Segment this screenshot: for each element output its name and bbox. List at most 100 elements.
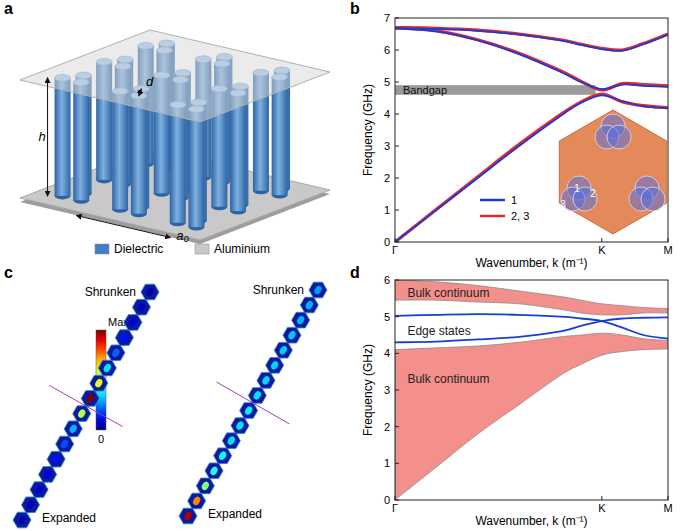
y-tick	[395, 82, 399, 83]
field-intensity	[244, 405, 254, 416]
legend-label: Aluminium	[214, 242, 270, 256]
y-tick-label: 4	[384, 347, 390, 359]
y-tick	[395, 18, 399, 19]
legend-swatch	[95, 244, 109, 254]
cylinder-body	[73, 82, 89, 200]
y-tick-label: 2	[384, 421, 390, 433]
area	[395, 280, 668, 315]
field-intensity	[34, 484, 44, 495]
field-intensity	[128, 317, 138, 328]
legend-label: 2, 3	[511, 210, 529, 222]
chart: 0123456ΓKMWavenumber, k (m⁻¹)Frequency (…	[361, 274, 673, 528]
lattice-arrow	[77, 216, 171, 238]
x-tick-label: Γ	[392, 502, 398, 514]
field-intensity	[296, 315, 306, 326]
band-line	[395, 28, 668, 89]
y-tick-label: 6	[384, 274, 390, 286]
plot-area	[395, 28, 668, 242]
strip-bottom-label: Expanded	[208, 507, 262, 521]
y-tick	[395, 353, 399, 354]
field-cell	[139, 280, 161, 303]
x-tick	[395, 496, 396, 500]
field-intensity	[145, 287, 155, 298]
y-tick-label: 5	[384, 76, 390, 88]
legend-swatch	[480, 215, 505, 218]
field-intensity	[77, 408, 87, 419]
x-tick	[668, 496, 669, 500]
cylinder-body	[188, 109, 204, 227]
field-intensity	[200, 480, 210, 491]
field-intensity	[60, 439, 70, 450]
cylinder-body	[170, 105, 186, 223]
chart: 01234567ΓKMWavenumber, k (m⁻¹)Frequency …	[361, 12, 673, 270]
y-tick	[395, 280, 399, 281]
annotation: Edge states	[407, 324, 470, 338]
cell-hexagon	[139, 280, 161, 303]
field-intensity	[85, 393, 95, 404]
y-tick-label: 3	[384, 140, 390, 152]
y-tick	[395, 50, 399, 51]
y-tick	[395, 390, 399, 391]
height-arrow	[47, 78, 48, 196]
panel-label: d	[350, 264, 360, 281]
field-intensity	[287, 330, 297, 341]
cylinder-body	[112, 91, 128, 209]
field-intensity	[68, 423, 78, 434]
x-axis-label: Wavenumber, k (m⁻¹)	[475, 256, 587, 270]
inset-label: 1	[574, 183, 580, 194]
panel-label: b	[350, 0, 360, 17]
inset-label: 2	[590, 188, 596, 199]
cylinder-body	[230, 93, 246, 211]
legend-swatch	[480, 199, 505, 202]
y-tick-label: 0	[384, 236, 390, 248]
field-intensity	[119, 332, 129, 343]
strip-top-label: Shrunken	[85, 285, 136, 299]
cylinder-body	[131, 96, 147, 214]
y-tick-label: 5	[384, 311, 390, 323]
interface-line	[49, 385, 122, 426]
field-intensity	[111, 347, 121, 358]
diameter-arrow	[139, 89, 141, 96]
field-cell	[307, 278, 329, 301]
y-tick	[395, 426, 399, 427]
field-intensity	[26, 499, 36, 510]
lattice-label: a₀	[176, 228, 189, 243]
y-tick-label: 6	[384, 44, 390, 56]
annotation: Bulk continuum	[407, 372, 489, 386]
field-intensity	[43, 469, 53, 480]
bandgap-label: Bandgap	[403, 84, 447, 96]
field-intensity	[183, 511, 193, 522]
y-axis-label: Frequency (GHz)	[361, 344, 375, 436]
inset-label: 3	[560, 199, 566, 210]
x-tick	[601, 496, 602, 500]
field-intensity	[235, 420, 245, 431]
frame	[395, 280, 668, 500]
y-tick-label: 1	[384, 457, 390, 469]
x-tick-label: K	[598, 244, 606, 256]
y-tick-label: 3	[384, 384, 390, 396]
field-intensity	[218, 450, 228, 461]
field-intensity	[252, 390, 262, 401]
area	[395, 333, 668, 500]
panel-c: Max0ShrunkenExpandedShrunkenExpanded	[11, 278, 329, 531]
band-line	[395, 94, 668, 242]
legend-swatch	[195, 244, 209, 254]
interface-line	[217, 382, 290, 424]
y-tick-label: 7	[384, 12, 390, 24]
y-axis-label: Frequency (GHz)	[361, 84, 375, 176]
cylinder-body	[55, 78, 71, 196]
top-plate	[20, 30, 330, 122]
inset-rod	[607, 125, 631, 149]
height-label: h	[39, 129, 46, 144]
y-tick	[395, 178, 399, 179]
field-intensity	[94, 378, 104, 389]
x-tick-label: M	[663, 244, 672, 256]
panel-a: hda₀DielectricAluminium	[20, 30, 330, 256]
field-intensity	[51, 454, 61, 465]
band-line	[395, 95, 668, 242]
field-intensity	[304, 300, 314, 311]
figure: abcdhda₀DielectricAluminium01234567ΓKMWa…	[0, 0, 685, 531]
band-line	[395, 28, 668, 90]
x-tick-label: K	[598, 502, 606, 514]
y-tick	[395, 500, 399, 501]
